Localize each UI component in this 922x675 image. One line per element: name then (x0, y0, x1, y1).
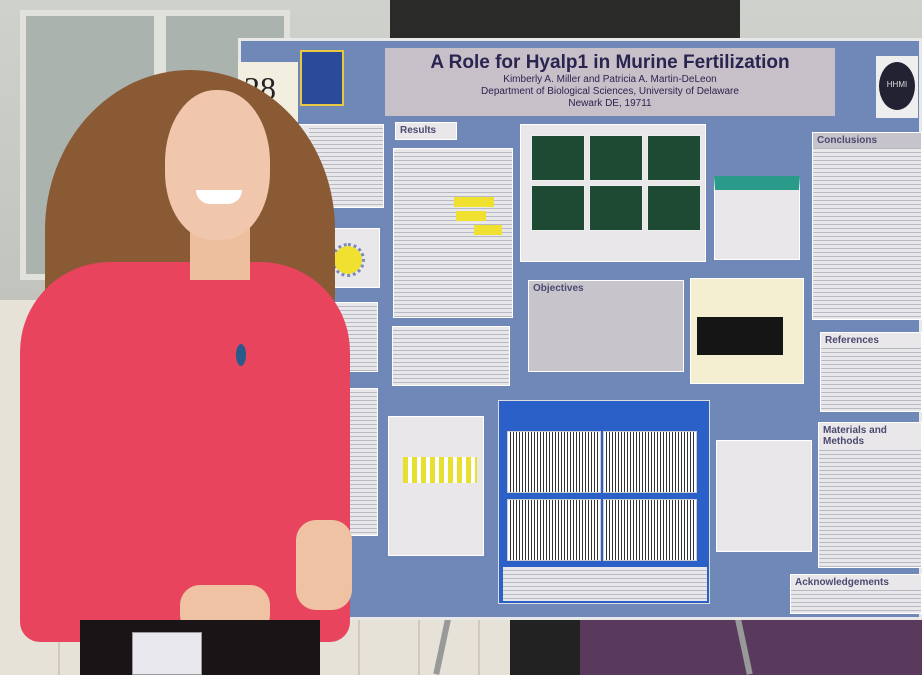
person-hand (296, 520, 352, 610)
results-heading: Results (400, 125, 437, 136)
objectives-panel: Objectives (528, 280, 684, 372)
conclusions-panel: Conclusions (812, 132, 922, 320)
materials-heading: Materials and Methods (819, 423, 921, 449)
histogram (507, 499, 601, 561)
results-label: Results (395, 122, 457, 140)
figure-blot (714, 176, 800, 260)
objectives-heading: Objectives (533, 283, 584, 294)
histogram (507, 431, 601, 493)
acknowledgements-heading: Acknowledgements (791, 575, 921, 590)
histogram (603, 499, 697, 561)
highlight (456, 211, 486, 221)
name-badge (132, 632, 202, 675)
poster-authors: Kimberly A. Miller and Patricia A. Marti… (503, 74, 717, 85)
micrograph (531, 135, 585, 181)
cell-diagram (331, 243, 365, 277)
figure-hydropathy (392, 326, 510, 386)
necklace-pendant (236, 344, 246, 366)
hhmi-logo: HHMI (876, 56, 918, 118)
histogram (603, 431, 697, 493)
figure-alignment (393, 148, 513, 318)
micrograph (647, 135, 701, 181)
conclusions-heading: Conclusions (813, 133, 921, 148)
figure-sperm-counts (716, 440, 812, 552)
gel-image (697, 317, 783, 355)
poster-location: Newark DE, 19711 (568, 98, 652, 109)
figure-gel (690, 278, 804, 384)
poster-department: Department of Biological Sciences, Unive… (481, 86, 739, 97)
micrograph (589, 185, 643, 231)
hhmi-logo-text: HHMI (879, 62, 915, 110)
references-heading: References (821, 333, 921, 348)
micrograph (531, 185, 585, 231)
references-panel: References (820, 332, 922, 412)
person-face (165, 90, 270, 240)
acknowledgements-panel: Acknowledgements (790, 574, 922, 614)
highlight (474, 225, 502, 235)
university-crest (300, 50, 344, 106)
person-pink-shirt (20, 262, 350, 642)
figure-bar-chart (388, 416, 484, 556)
background-pillar (390, 0, 740, 40)
bar-chart-bars (403, 457, 477, 483)
figure-caption (503, 567, 707, 601)
person-smile (196, 190, 242, 204)
highlight (454, 197, 494, 207)
micrograph (647, 185, 701, 231)
poster-title: A Role for Hyalp1 in Murine Fertilizatio… (430, 52, 790, 73)
materials-panel: Materials and Methods (818, 422, 922, 568)
poster-title-box: A Role for Hyalp1 in Murine Fertilizatio… (385, 48, 835, 116)
figure-microscopy (520, 124, 706, 262)
figure-histograms (498, 400, 710, 604)
micrograph (589, 135, 643, 181)
